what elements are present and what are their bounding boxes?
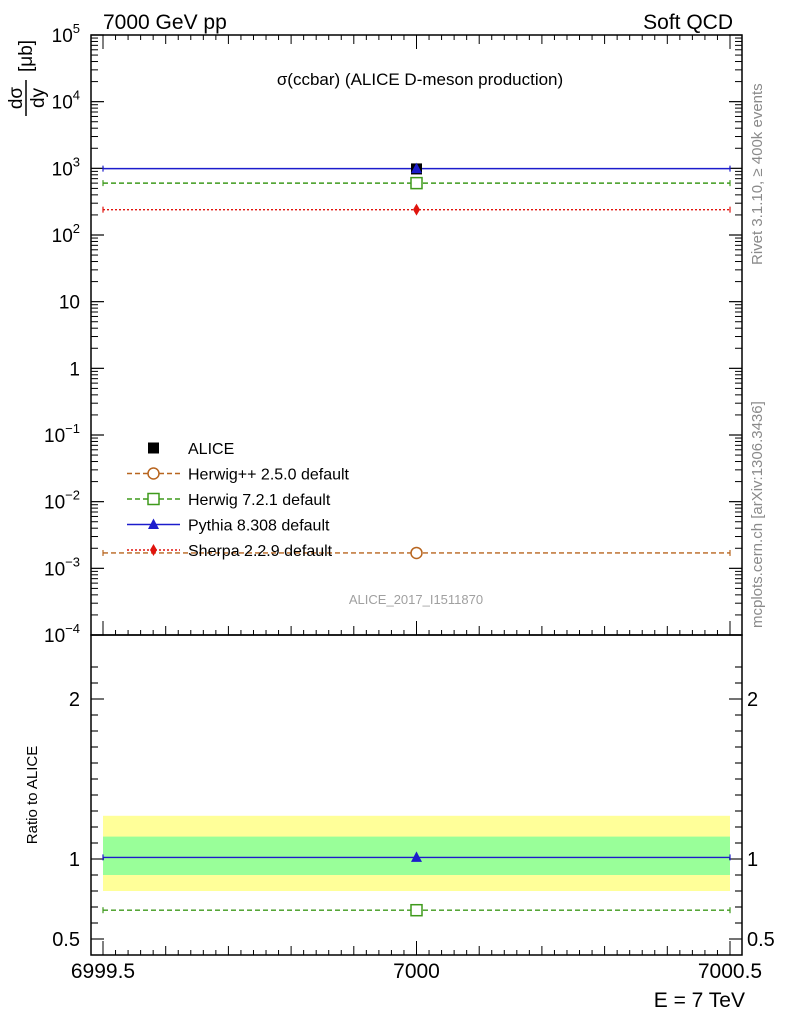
ratio-ytick-label: 2 [69,689,80,711]
analysis-watermark: ALICE_2017_I1511870 [349,592,483,607]
ratio-marker-herwig-7-2-1-default [410,903,423,917]
legend-marker [148,518,159,529]
legend-entry: Sherpa 2.2.9 default [127,543,333,560]
header-right: Soft QCD [643,11,733,34]
marker-herwig-7-2-1-default [410,176,423,190]
ratio-ylabel: Ratio to ALICE [24,746,41,844]
main-ytick-label: 10−1 [44,421,80,447]
ratio-marker-pythia-8-308-default [411,851,422,862]
main-ytick-label: 105 [52,21,80,47]
main-ytick-label: 10−3 [44,554,80,580]
xtick-label: 7000.5 [698,960,762,983]
xtick-label: 7000 [393,960,440,983]
main-ytick-label: 102 [52,221,80,247]
marker-herwig-2-5-0-default [410,546,423,560]
marker-sherpa-2-2-9-default [413,203,420,216]
legend: ALICE Herwig++ 2.5.0 default Herwig 7.2.1 … [127,441,350,560]
ratio-ytick-label: 1 [69,849,80,871]
main-series [102,162,731,560]
legend-entry: Herwig++ 2.5.0 default [127,467,350,484]
ratio-ytick-label-right: 2 [747,689,758,711]
marker-pythia-8-308-default [411,162,422,174]
legend-marker [147,467,160,480]
legend-label: Herwig++ 2.5.0 default [188,467,350,484]
main-ylabel: dσ dy [μb] [6,40,49,116]
ratio-frame [90,634,743,956]
legend-label: Sherpa 2.2.9 default [188,543,333,560]
ratio-axis-ticks: 0.5 0.5 1 1 2 2 6999.5 7000 7000.5 [52,666,775,983]
legend-marker [150,544,157,556]
main-ytick-label: 10−2 [44,488,80,514]
header-left: 7000 GeV pp [103,11,227,34]
legend-label: ALICE [188,441,234,458]
ylabel-denominator: dy [28,87,49,108]
x-axis-label: E = 7 TeV [654,989,745,1012]
ratio-ytick-label: 0.5 [52,929,80,951]
legend-marker [148,442,159,454]
legend-marker [147,492,160,506]
legend-entry: ALICE [148,441,234,458]
main-ytick-label: 103 [52,154,80,180]
legend-label: Herwig 7.2.1 default [188,492,331,509]
ylabel-numerator: dσ [6,87,27,110]
ylabel-unit: [μb] [16,40,37,72]
legend-entry: Herwig 7.2.1 default [127,492,331,509]
main-ytick-label: 1 [69,359,80,380]
ratio-series [102,851,731,917]
main-title: σ(ccbar) (ALICE D-meson production) [277,70,563,89]
mcplots-label: mcplots.cern.ch [arXiv:1306.3436] [749,401,766,628]
main-ytick-label: 104 [52,88,80,114]
ratio-ytick-label-right: 1 [747,849,758,871]
rivet-label: Rivet 3.1.10, ≥ 400k events [749,83,766,265]
legend-entry: Pythia 8.308 default [127,518,330,535]
main-ytick-label: 10 [59,293,80,314]
legend-label: Pythia 8.308 default [188,518,330,535]
main-ytick-label: 10−4 [44,621,80,647]
ratio-ytick-label-right: 0.5 [747,929,775,951]
xtick-label: 6999.5 [71,960,135,983]
